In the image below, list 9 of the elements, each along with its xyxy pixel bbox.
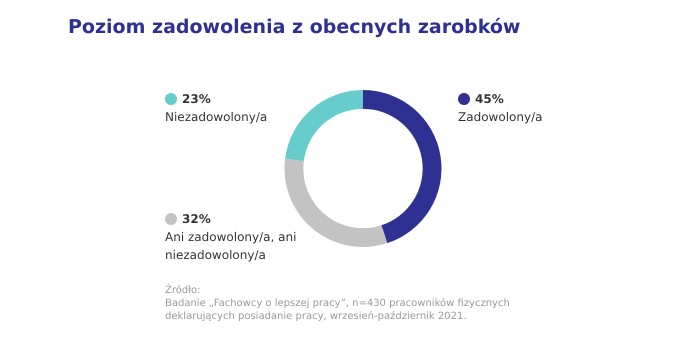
legend-label: Zadowolony/a: [458, 109, 544, 126]
text: Badanie „Fachowcy o lepszej pracy”, n=430 pracowników fizycznych deklarujących posiadanie pracy, wrzesień-październik 2021.: [165, 297, 511, 323]
data-label: 45%: [475, 91, 504, 108]
data-label: 23%: [182, 91, 211, 108]
data-label: 32%: [182, 211, 211, 228]
legend-label: Ani zadowolony/a, ani niezadowolony/a: [165, 229, 298, 264]
text: Źródło:: [165, 284, 202, 297]
legend-label: Niezadowolony/a: [165, 109, 268, 126]
chart-title: Poziom zadowolenia z obecnych zarobków: [68, 16, 520, 38]
